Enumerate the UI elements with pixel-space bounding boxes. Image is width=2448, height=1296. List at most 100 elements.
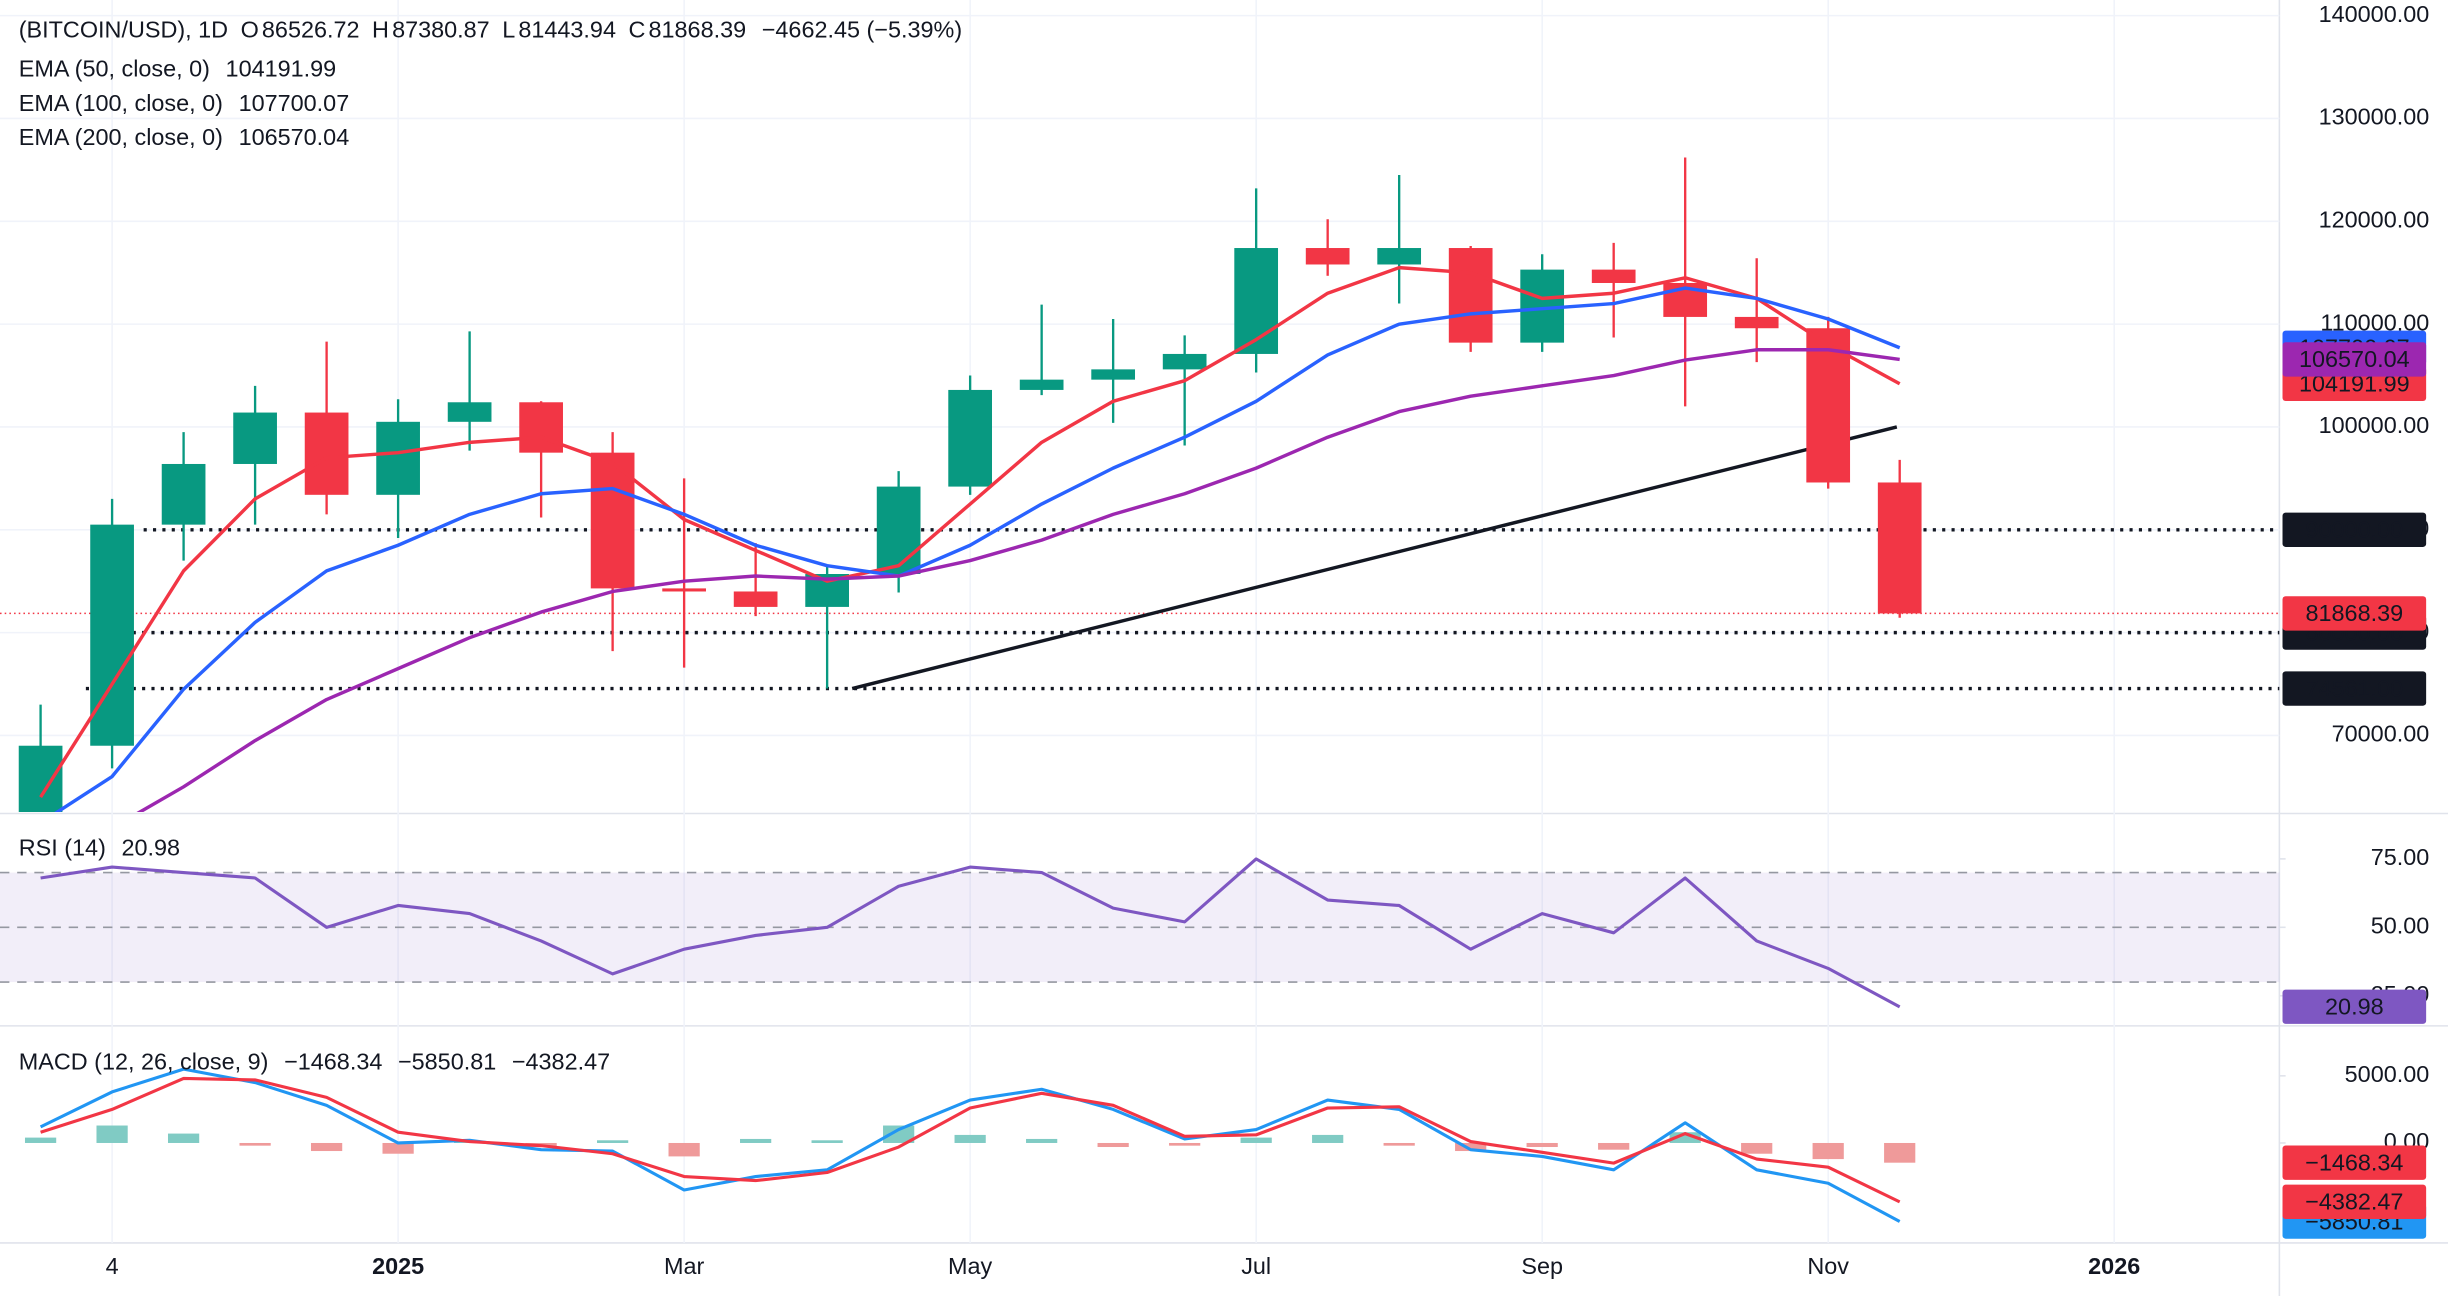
price-badge: 106570.04 (2282, 342, 2427, 377)
x-tick-label: May (948, 1253, 993, 1279)
legend-text: −1468.34 (284, 1049, 382, 1075)
price-badge: 20.98 (2282, 989, 2427, 1024)
x-tick-label: Jul (1241, 1253, 1271, 1279)
price-badge: 90000.00 (2282, 512, 2427, 547)
price-badge-box (2282, 1145, 2427, 1180)
price-badge-text: 20.98 (2325, 994, 2384, 1020)
price-badge-box (2282, 596, 2427, 631)
price-badge-box (2282, 342, 2427, 377)
legend-text: EMA (200, close, 0) (19, 124, 223, 150)
price-badge-text: 106570.04 (2299, 346, 2410, 372)
candle-body (1162, 353, 1207, 370)
legend-text: RSI (14) (19, 835, 106, 861)
indicator-pane (24, 1067, 1916, 1223)
legend-text: 81868.39 (649, 16, 747, 42)
legend-text: 86526.72 (262, 16, 360, 42)
ema-line (39, 265, 1901, 799)
y-tick-label: 130000.00 (2319, 104, 2430, 130)
candle-body (876, 486, 921, 575)
price-badge-box (2282, 989, 2427, 1024)
ema-line (54, 286, 1901, 812)
legend-text: −4662.45 (−5.39%) (762, 16, 962, 42)
candle-body (233, 412, 277, 464)
histogram-bar (811, 1140, 843, 1143)
candle-body (948, 389, 993, 487)
price-badge-text: 74561.00 (2306, 675, 2404, 701)
histogram-bar (96, 1125, 128, 1143)
indicator-line (40, 857, 1901, 1009)
histogram-bar (668, 1142, 700, 1157)
histogram-bar (954, 1134, 986, 1143)
price-badge: 74561.00 (2282, 671, 2427, 706)
candle-body (1019, 379, 1064, 390)
y-tick-label: 140000.00 (2319, 1, 2430, 27)
legend-text: 87380.87 (392, 16, 490, 42)
price-badge-text: −1468.34 (2305, 1149, 2403, 1175)
candle-body (1377, 248, 1422, 265)
x-tick-label: Mar (664, 1253, 705, 1279)
candle-body (376, 421, 420, 495)
indicator-line (40, 1076, 1901, 1204)
histogram-bar (883, 1125, 915, 1143)
y-tick-label: 5000.00 (2345, 1061, 2430, 1087)
legend-text: (BITCOIN/USD), 1D (19, 16, 228, 42)
legend-text: C (628, 16, 645, 42)
legend-text: MACD (12, 26, close, 9) (19, 1049, 269, 1075)
legend-text: −5850.81 (398, 1049, 496, 1075)
histogram-bar (167, 1133, 200, 1143)
histogram-bar (1526, 1142, 1558, 1148)
y-tick-label: 120000.00 (2319, 206, 2430, 232)
x-tick-label: 4 (106, 1253, 119, 1279)
histogram-bar (1598, 1142, 1630, 1150)
y-tick-label: 75.00 (2371, 844, 2430, 870)
histogram-bar (1240, 1137, 1272, 1143)
y-tick-label: 50.00 (2371, 913, 2430, 939)
legend-text: 107700.07 (239, 90, 350, 116)
legend-text: 106570.04 (239, 124, 350, 150)
candle-body (1448, 248, 1493, 343)
histogram-bar (24, 1137, 57, 1143)
histogram-bar (1026, 1138, 1058, 1143)
candle-body (18, 745, 63, 812)
legend-text: EMA (100, close, 0) (19, 90, 223, 116)
candle-body (1305, 248, 1350, 265)
histogram-bar (239, 1142, 271, 1146)
candle-body (161, 463, 206, 525)
candle-body (1234, 248, 1279, 354)
histogram-bar (382, 1142, 414, 1154)
legend-text: H (372, 16, 389, 42)
trend-line (851, 425, 1898, 691)
legend-text: −4382.47 (512, 1049, 610, 1075)
price-badge-box (2282, 512, 2427, 547)
histogram-bar (597, 1140, 629, 1143)
candle-body (1091, 369, 1136, 380)
x-tick-label: Nov (1807, 1253, 1849, 1279)
histogram-bar (1383, 1142, 1415, 1146)
legend-text: EMA (50, close, 0) (19, 55, 210, 81)
histogram-bar (1741, 1142, 1773, 1154)
price-badge-box (2282, 671, 2427, 706)
candle-body (1591, 269, 1636, 283)
histogram-bar (1455, 1142, 1487, 1152)
histogram-bar (1669, 1132, 1701, 1143)
candle-body (447, 402, 492, 422)
candle-body (304, 412, 349, 495)
legend-text: 81443.94 (518, 16, 616, 42)
x-tick-label: Sep (1521, 1253, 1563, 1279)
price-pane (0, 157, 2280, 812)
price-badge-text: −4382.47 (2305, 1189, 2403, 1215)
indicator-pane (0, 857, 2280, 1009)
indicator-line (39, 1067, 1901, 1223)
price-badge-box (2282, 1184, 2427, 1220)
legend-text: O (241, 16, 259, 42)
candle-body (1877, 482, 1922, 614)
price-legend: (BITCOIN/USD), 1D O 86526.72 H 87380.87 L 8144… (19, 16, 962, 150)
y-tick-label: 70000.00 (2332, 721, 2430, 747)
candle-body (1734, 316, 1779, 329)
indicator-legend: RSI (14) 20.98 (19, 835, 180, 861)
price-badge-text: 90000.00 (2306, 517, 2404, 543)
candle-body (519, 402, 563, 453)
